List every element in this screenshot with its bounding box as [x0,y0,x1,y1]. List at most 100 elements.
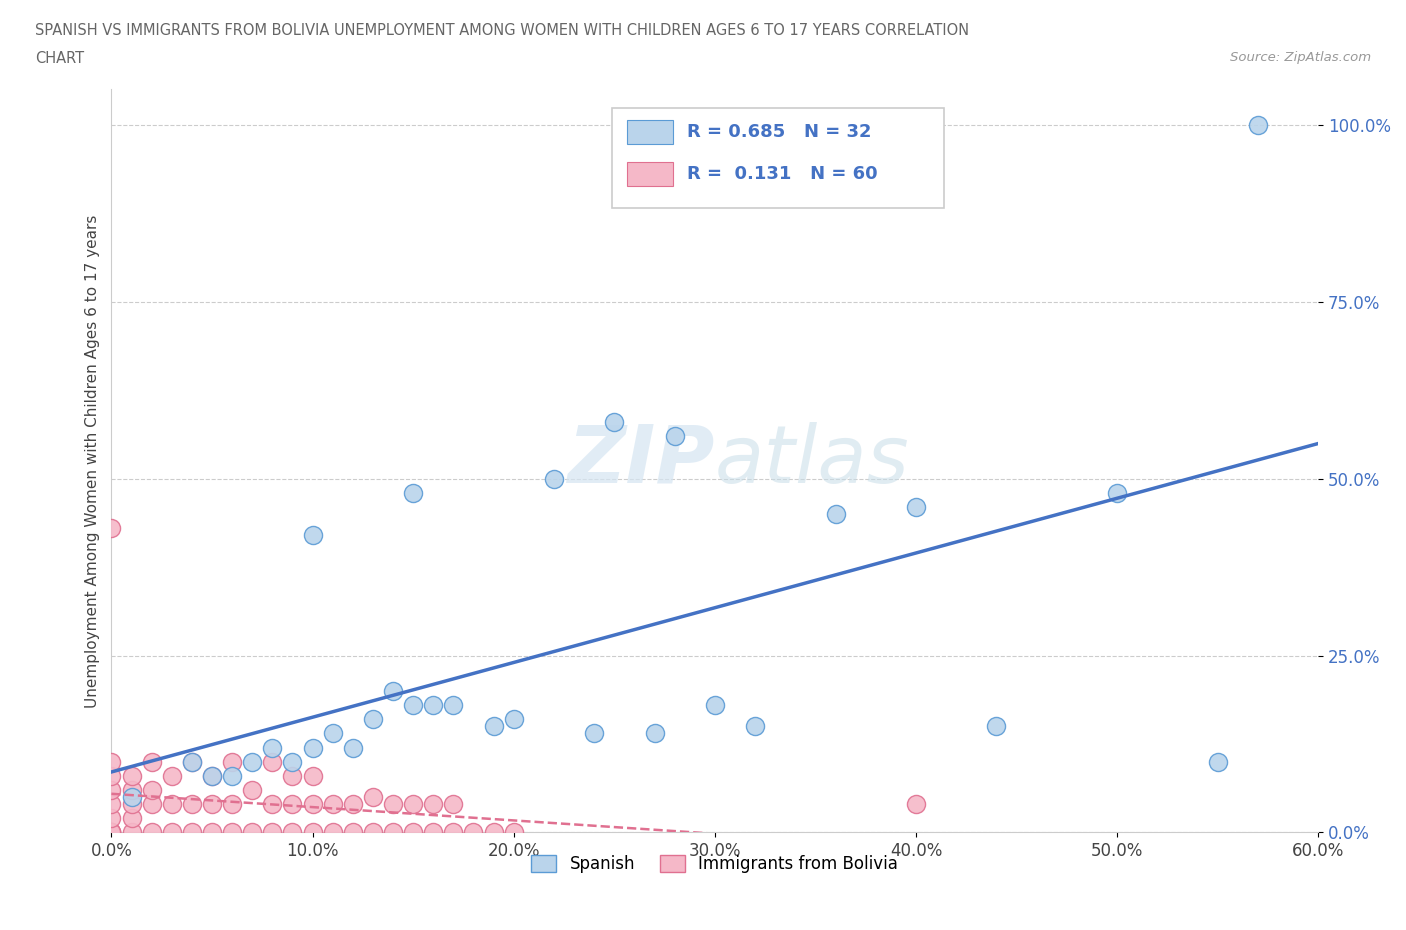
Point [180,754,202,769]
Point [342,825,364,840]
Point [482,825,505,840]
FancyBboxPatch shape [627,120,672,143]
Point [262,797,284,812]
Point [281,768,304,783]
Point [502,711,524,726]
Point [160,797,183,812]
Text: atlas: atlas [714,422,910,500]
Point [322,726,344,741]
Point [986,719,1008,734]
Point [121,825,143,840]
Point [664,429,686,444]
Point [463,825,485,840]
Text: CHART: CHART [35,51,84,66]
Point [262,754,284,769]
Text: Source: ZipAtlas.com: Source: ZipAtlas.com [1230,51,1371,64]
FancyBboxPatch shape [612,108,945,208]
Point [100,825,122,840]
Point [361,790,384,804]
Point [824,507,846,522]
Point [100,825,122,840]
Point [543,472,565,486]
Text: ZIP: ZIP [568,422,714,500]
Point [422,797,444,812]
Point [100,825,122,840]
Point [100,521,122,536]
Point [301,797,323,812]
Point [482,719,505,734]
Point [402,797,425,812]
Text: R =  0.131   N = 60: R = 0.131 N = 60 [688,166,877,183]
Point [240,754,263,769]
Point [644,726,666,741]
Legend: Spanish, Immigrants from Bolivia: Spanish, Immigrants from Bolivia [524,848,905,880]
Point [221,768,243,783]
Point [422,698,444,712]
Point [301,825,323,840]
Point [180,797,202,812]
Point [141,825,163,840]
Point [382,797,405,812]
Point [262,825,284,840]
Point [100,782,122,797]
Point [201,825,224,840]
Point [221,797,243,812]
Point [361,711,384,726]
Point [121,811,143,826]
Point [342,740,364,755]
Point [100,754,122,769]
Point [301,740,323,755]
Point [904,499,927,514]
Point [583,726,606,741]
Point [141,754,163,769]
Text: R = 0.685   N = 32: R = 0.685 N = 32 [688,123,872,140]
Point [402,825,425,840]
Point [904,797,927,812]
Text: SPANISH VS IMMIGRANTS FROM BOLIVIA UNEMPLOYMENT AMONG WOMEN WITH CHILDREN AGES 6: SPANISH VS IMMIGRANTS FROM BOLIVIA UNEMP… [35,23,969,38]
Point [201,797,224,812]
Point [121,768,143,783]
Y-axis label: Unemployment Among Women with Children Ages 6 to 17 years: Unemployment Among Women with Children A… [86,214,100,708]
Point [100,825,122,840]
Point [382,825,405,840]
Point [301,768,323,783]
Point [402,485,425,500]
Point [180,754,202,769]
Point [603,415,626,430]
Point [262,740,284,755]
Point [281,797,304,812]
Point [141,782,163,797]
Point [201,768,224,783]
Point [342,797,364,812]
Point [141,797,163,812]
Point [382,684,405,698]
Point [221,754,243,769]
Point [1206,754,1229,769]
Point [1107,485,1129,500]
Point [502,825,524,840]
Point [240,825,263,840]
Point [441,797,464,812]
Point [201,768,224,783]
Point [744,719,766,734]
Point [121,797,143,812]
FancyBboxPatch shape [627,162,672,186]
Point [160,825,183,840]
Point [1247,117,1270,132]
Point [281,754,304,769]
Point [322,825,344,840]
Point [180,825,202,840]
Point [703,698,725,712]
Point [100,797,122,812]
Point [121,790,143,804]
Point [121,782,143,797]
Point [100,768,122,783]
Point [281,825,304,840]
Point [361,825,384,840]
Point [240,782,263,797]
Point [422,825,444,840]
Point [221,825,243,840]
Point [322,797,344,812]
Point [160,768,183,783]
Point [100,811,122,826]
